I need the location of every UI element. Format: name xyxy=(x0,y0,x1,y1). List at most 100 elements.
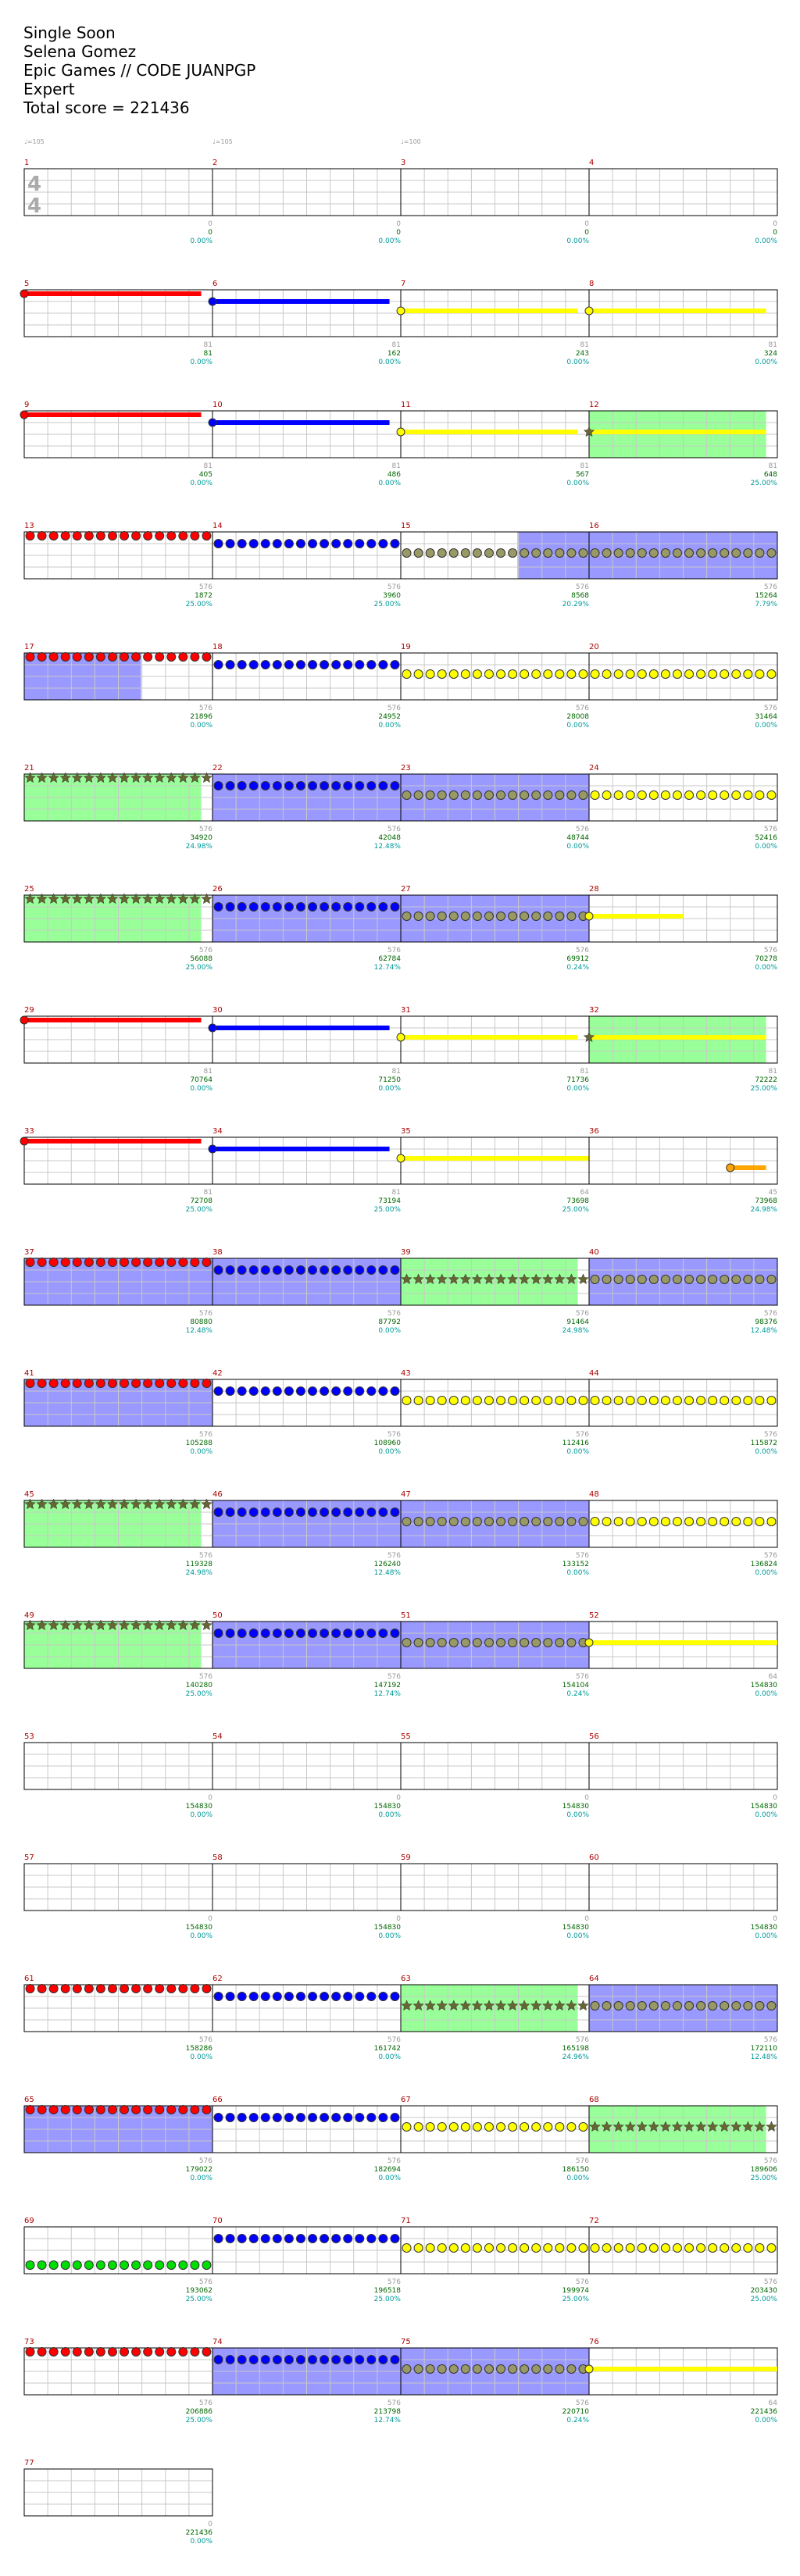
cumulative-score: 105288 xyxy=(186,1440,213,1447)
measure-number: 25 xyxy=(24,885,34,894)
note xyxy=(272,2355,282,2364)
star-note xyxy=(106,1498,119,1510)
score-percent: 0.24% xyxy=(566,1690,589,1698)
note xyxy=(260,1992,270,2001)
measure-score: 0 xyxy=(584,220,589,228)
measure-number: 24 xyxy=(589,764,599,772)
star-note xyxy=(401,2000,412,2011)
note xyxy=(213,1629,223,1638)
star-note xyxy=(141,1498,154,1510)
star-note xyxy=(118,1619,130,1631)
measure-number: 77 xyxy=(24,2459,34,2467)
note xyxy=(143,531,153,541)
star-note xyxy=(153,772,166,783)
note xyxy=(248,1507,259,1517)
note xyxy=(166,1984,177,1993)
note xyxy=(237,1629,247,1638)
cumulative-score: 172110 xyxy=(751,2045,778,2053)
note xyxy=(413,2243,423,2253)
total-score: Total score = 221436 xyxy=(23,98,190,117)
song-title: Single Soon xyxy=(23,23,116,42)
note xyxy=(425,1517,435,1526)
cumulative-score: 196518 xyxy=(374,2287,402,2295)
note xyxy=(355,1386,365,1396)
note-head xyxy=(396,306,405,316)
note xyxy=(520,2122,530,2132)
note xyxy=(25,2105,35,2114)
note xyxy=(213,781,223,790)
star-note xyxy=(459,1273,472,1285)
note xyxy=(555,548,565,558)
measure-number: 68 xyxy=(589,2096,599,2104)
note xyxy=(437,548,447,558)
note xyxy=(107,1258,117,1267)
note xyxy=(720,1517,730,1526)
star-note xyxy=(730,2121,742,2132)
note xyxy=(272,660,282,669)
score-percent: 25.00% xyxy=(186,2417,213,2424)
note xyxy=(637,1275,647,1284)
note xyxy=(613,669,623,679)
note xyxy=(696,669,706,679)
note xyxy=(460,1517,470,1526)
note xyxy=(637,790,647,800)
measure-box xyxy=(588,1379,778,1427)
score-percent: 7.79% xyxy=(755,601,777,608)
note xyxy=(378,660,388,669)
measure-score: 0 xyxy=(584,1915,589,1923)
cumulative-score: 112416 xyxy=(562,1440,590,1447)
star-note xyxy=(589,2121,601,2132)
note xyxy=(708,1396,718,1405)
note xyxy=(260,660,270,669)
note xyxy=(731,669,741,679)
note xyxy=(720,1396,730,1405)
measure-number: 63 xyxy=(401,1975,411,1983)
note xyxy=(166,1379,177,1388)
note xyxy=(755,2001,765,2010)
note xyxy=(260,2113,270,2122)
star-note xyxy=(577,2000,589,2011)
note xyxy=(295,1629,305,1638)
note xyxy=(708,548,718,558)
score-percent: 0.00% xyxy=(566,1085,589,1093)
note xyxy=(755,548,765,558)
star-note xyxy=(71,1619,84,1631)
note xyxy=(60,2105,70,2114)
note xyxy=(496,790,506,800)
measure-score: 0 xyxy=(396,1794,401,1802)
note xyxy=(248,2234,259,2243)
star-note xyxy=(165,1619,177,1631)
measure-number: 11 xyxy=(401,401,411,409)
cumulative-score: 71250 xyxy=(378,1076,401,1084)
star-note xyxy=(48,893,59,904)
note xyxy=(413,1517,423,1526)
note xyxy=(602,790,612,800)
star-note xyxy=(71,772,84,783)
note xyxy=(284,781,294,790)
note xyxy=(708,2001,718,2010)
star-note xyxy=(742,2121,754,2132)
note xyxy=(508,548,518,558)
note xyxy=(260,539,270,548)
cumulative-score: 70764 xyxy=(190,1076,212,1084)
note xyxy=(272,1507,282,1517)
score-percent: 24.98% xyxy=(751,1206,778,1214)
note xyxy=(543,1638,553,1647)
note xyxy=(508,669,518,679)
note xyxy=(95,2260,105,2270)
measure-score: 81 xyxy=(204,341,212,349)
note xyxy=(308,660,318,669)
measure-box xyxy=(588,531,778,580)
note xyxy=(555,669,565,679)
note xyxy=(496,1517,506,1526)
star-note xyxy=(412,1273,424,1285)
star-note xyxy=(48,1619,59,1631)
note xyxy=(120,1379,130,1388)
star-note xyxy=(59,1498,72,1510)
star-note xyxy=(201,772,212,783)
score-percent: 0.00% xyxy=(378,480,401,487)
